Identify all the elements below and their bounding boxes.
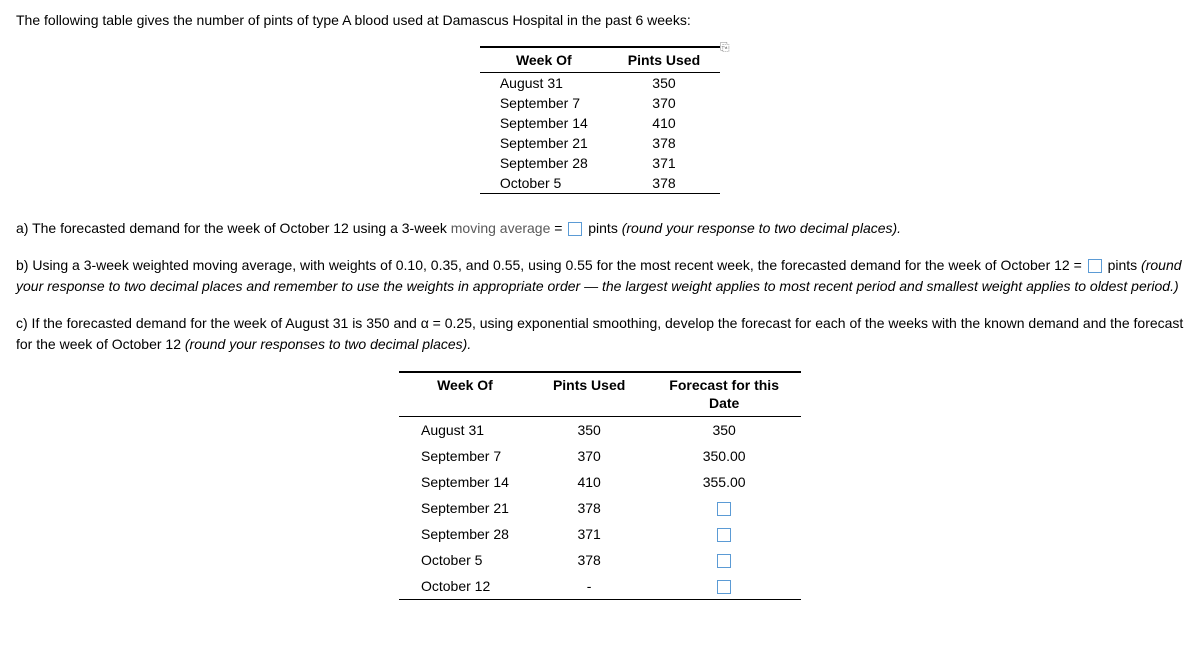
qb-input[interactable]: [1088, 259, 1102, 273]
t2-header-pints: Pints Used: [531, 372, 647, 417]
question-c: c) If the forecasted demand for the week…: [16, 313, 1184, 355]
t2-pints: -: [531, 573, 647, 600]
qa-link[interactable]: moving average: [451, 220, 551, 236]
qc-hint: (round your responses to two decimal pla…: [185, 336, 471, 352]
t1-week: September 14: [480, 113, 608, 133]
question-b: b) Using a 3-week weighted moving averag…: [16, 255, 1184, 297]
t2-week: September 21: [399, 495, 531, 521]
t2-forecast[interactable]: [647, 573, 801, 600]
t1-week: September 21: [480, 133, 608, 153]
qa-input[interactable]: [568, 222, 582, 236]
t1-pints: 410: [608, 113, 720, 133]
t1-pints: 378: [608, 173, 720, 194]
t2-pints: 350: [531, 417, 647, 444]
t2-week: October 5: [399, 547, 531, 573]
t2-week: September 28: [399, 521, 531, 547]
t1-header-week: Week Of: [480, 47, 608, 73]
t2-week: September 7: [399, 443, 531, 469]
t2-header-forecast: Forecast for thisDate: [647, 372, 801, 417]
t1-week: October 5: [480, 173, 608, 194]
intro-text: The following table gives the number of …: [16, 12, 1184, 28]
data-table-1: Week Of Pints Used August 31350September…: [480, 46, 720, 194]
t2-forecast: 355.00: [647, 469, 801, 495]
t1-week: August 31: [480, 73, 608, 94]
t2-pints: 410: [531, 469, 647, 495]
forecast-input[interactable]: [717, 554, 731, 568]
t1-pints: 378: [608, 133, 720, 153]
t2-forecast[interactable]: [647, 521, 801, 547]
qa-pre: a) The forecasted demand for the week of…: [16, 220, 451, 236]
forecast-input[interactable]: [717, 502, 731, 516]
t2-week: August 31: [399, 417, 531, 444]
qa-post1: =: [550, 220, 566, 236]
qb-post: pints: [1104, 257, 1141, 273]
t2-pints: 370: [531, 443, 647, 469]
t1-pints: 350: [608, 73, 720, 94]
t1-pints: 370: [608, 93, 720, 113]
forecast-input[interactable]: [717, 528, 731, 542]
qa-hint: (round your response to two decimal plac…: [622, 220, 901, 236]
t1-week: September 28: [480, 153, 608, 173]
t2-week: October 12: [399, 573, 531, 600]
t1-week: September 7: [480, 93, 608, 113]
forecast-input[interactable]: [717, 580, 731, 594]
t2-forecast[interactable]: [647, 547, 801, 573]
t2-pints: 378: [531, 495, 647, 521]
forecast-table: Week Of Pints Used Forecast for thisDate…: [399, 371, 801, 600]
t2-forecast[interactable]: [647, 495, 801, 521]
t2-pints: 378: [531, 547, 647, 573]
question-a: a) The forecasted demand for the week of…: [16, 218, 1184, 239]
qb-pre: b) Using a 3-week weighted moving averag…: [16, 257, 1086, 273]
qa-post2: pints: [584, 220, 621, 236]
t2-forecast: 350: [647, 417, 801, 444]
t2-forecast: 350.00: [647, 443, 801, 469]
t2-header-week: Week Of: [399, 372, 531, 417]
t2-pints: 371: [531, 521, 647, 547]
t1-header-pints: Pints Used: [608, 47, 720, 73]
t1-pints: 371: [608, 153, 720, 173]
t2-week: September 14: [399, 469, 531, 495]
copy-icon[interactable]: ⎘: [720, 40, 730, 55]
